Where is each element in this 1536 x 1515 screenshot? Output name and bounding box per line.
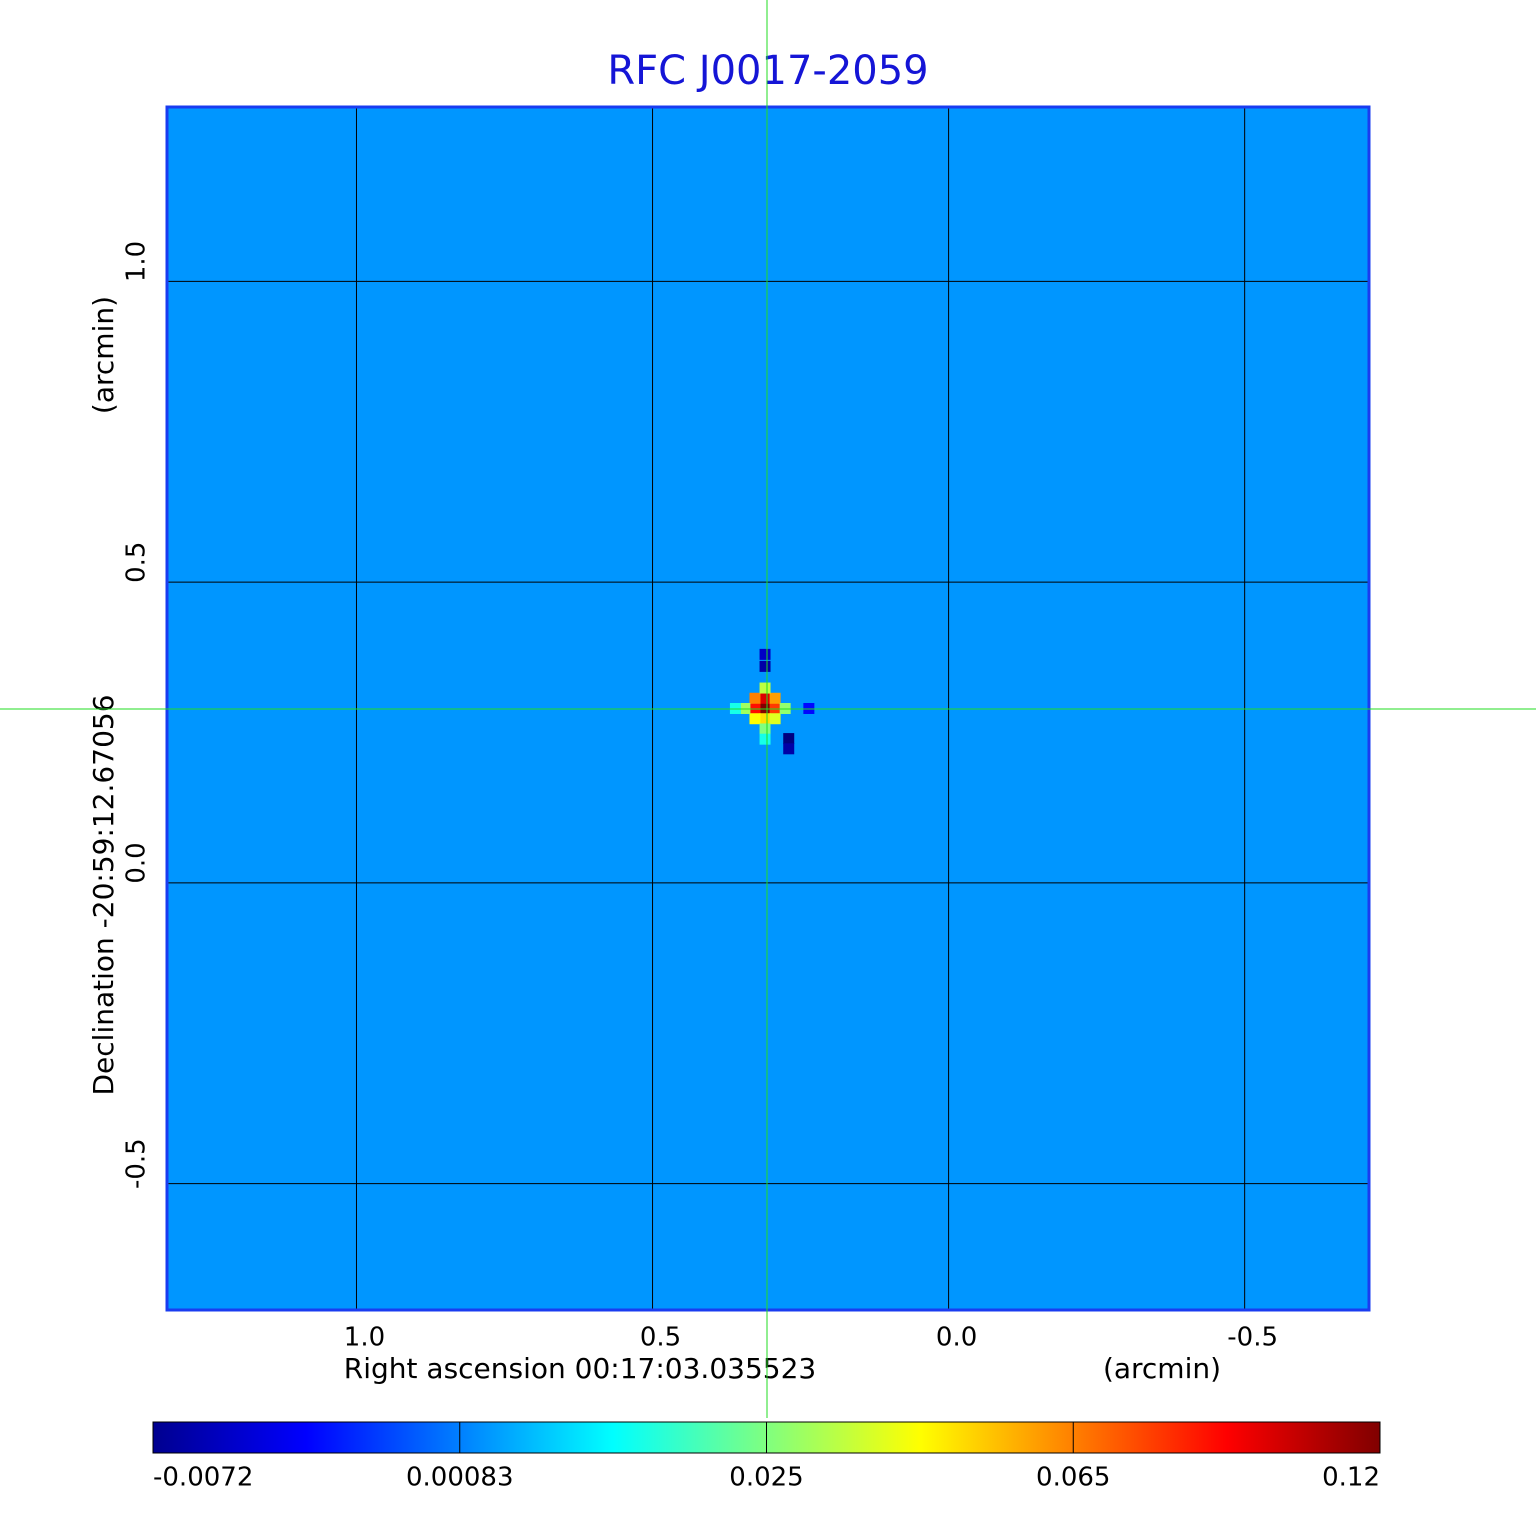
colorbar-tick-label: -0.0072: [153, 1463, 253, 1493]
y-axis-label: Declination -20:59:12.67056: [87, 694, 120, 1095]
colorbar-tick-label: 0.00083: [406, 1463, 514, 1493]
pixel: [783, 743, 795, 755]
x-tick-label: -0.5: [1227, 1323, 1278, 1353]
pixel: [759, 660, 771, 672]
pixel: [759, 682, 771, 694]
colorbar-tick-label: 0.025: [729, 1463, 803, 1493]
x-axis-unit: (arcmin): [1103, 1352, 1221, 1385]
pixel: [759, 713, 771, 725]
pixel: [769, 692, 781, 704]
y-tick-label: 0.5: [122, 542, 152, 583]
y-axis-unit: (arcmin): [87, 296, 120, 414]
y-tick-label: 1.0: [122, 241, 152, 282]
pixel: [783, 733, 795, 745]
y-tick-label: 0.0: [122, 842, 152, 883]
pixel: [759, 733, 771, 745]
pixel: [769, 713, 781, 725]
x-axis-label: Right ascension 00:17:03.035523: [344, 1352, 816, 1385]
chart-title: RFC J0017-2059: [607, 48, 928, 94]
pixel: [759, 648, 771, 660]
pixel: [759, 723, 771, 735]
pixel: [749, 692, 761, 704]
colorbar-tick-label: 0.065: [1036, 1463, 1110, 1493]
x-tick-label: 1.0: [344, 1323, 385, 1353]
pixel: [759, 692, 771, 704]
y-tick-label: -0.5: [122, 1138, 152, 1189]
colorbar-tick-label: 0.12: [1322, 1463, 1380, 1493]
pixel: [749, 713, 761, 725]
x-tick-label: 0.0: [936, 1323, 977, 1353]
x-tick-label: 0.5: [640, 1323, 681, 1353]
